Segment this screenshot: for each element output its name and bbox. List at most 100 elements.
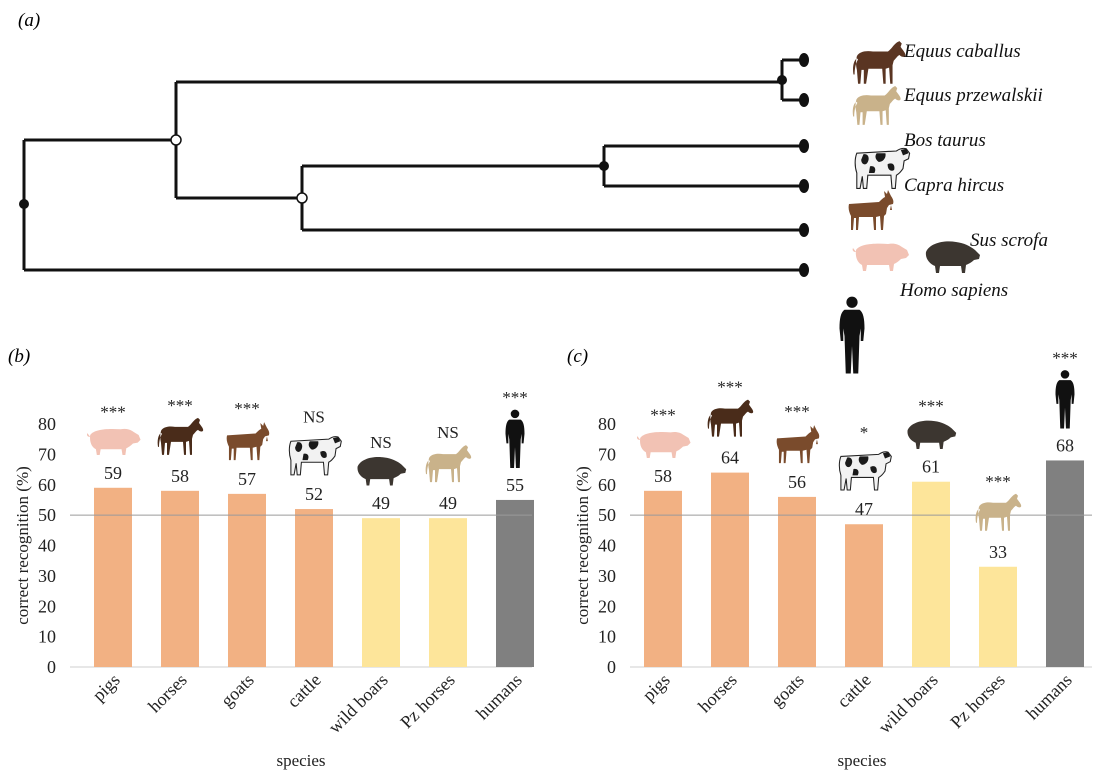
significance-label: *** bbox=[985, 472, 1011, 491]
y-tick-label: 10 bbox=[38, 627, 56, 647]
category-label: wild boars bbox=[324, 670, 392, 738]
pig-icon bbox=[636, 431, 691, 458]
tree-tips bbox=[799, 53, 809, 277]
significance-label: *** bbox=[717, 378, 743, 397]
y-tick-label: 80 bbox=[38, 414, 56, 434]
significance-label: NS bbox=[303, 408, 325, 427]
y-tick-label: 20 bbox=[38, 596, 56, 616]
bar bbox=[912, 481, 950, 667]
tree-tip bbox=[799, 53, 809, 67]
human-icon bbox=[1055, 370, 1075, 429]
data-label: 58 bbox=[171, 466, 189, 486]
data-label: 58 bbox=[654, 466, 672, 486]
significance-label: *** bbox=[167, 396, 193, 415]
y-tick-label: 20 bbox=[598, 596, 616, 616]
horse-icon bbox=[707, 399, 754, 437]
bar bbox=[979, 566, 1017, 667]
significance-label: *** bbox=[650, 406, 676, 425]
category-label: pigs bbox=[638, 670, 673, 705]
goat-icon bbox=[226, 422, 270, 461]
bar bbox=[429, 518, 467, 667]
przewalski-horse-icon bbox=[975, 493, 1022, 531]
bar bbox=[228, 493, 266, 667]
y-tick-label: 10 bbox=[598, 627, 616, 647]
taxon-label: Capra hircus bbox=[904, 175, 1004, 196]
horse-icon bbox=[157, 417, 204, 455]
tree-node-equus bbox=[777, 75, 787, 85]
tree-node-open bbox=[296, 192, 308, 204]
data-label: 47 bbox=[855, 499, 873, 519]
data-label: 59 bbox=[104, 463, 122, 483]
cow-icon bbox=[838, 451, 892, 491]
y-tick-label: 50 bbox=[598, 505, 616, 525]
tree-branch-root bbox=[22, 138, 800, 272]
y-tick-label: 60 bbox=[38, 475, 56, 495]
przewalski-horse-icon bbox=[425, 445, 472, 483]
x-axis-label: species bbox=[276, 751, 325, 770]
y-axis-label: correct recognition (%) bbox=[13, 466, 32, 625]
data-label: 64 bbox=[721, 448, 739, 468]
horse-icon bbox=[853, 41, 906, 84]
bar bbox=[1046, 460, 1084, 667]
data-label: 49 bbox=[372, 493, 390, 513]
taxon-label: Homo sapiens bbox=[899, 280, 1008, 301]
significance-label: * bbox=[860, 423, 869, 442]
cow-icon bbox=[288, 436, 342, 476]
category-label: goats bbox=[767, 670, 808, 711]
y-tick-label: 40 bbox=[38, 536, 56, 556]
panel-a-label: (a) bbox=[18, 10, 40, 31]
goat-icon bbox=[848, 190, 894, 230]
category-label: humans bbox=[472, 670, 526, 724]
bar-chart-b: 0 10 20 30 40 50 60 70 80 correct recognition (%)… bbox=[13, 388, 534, 770]
category-label: cattle bbox=[283, 670, 325, 712]
panel-b-label: (b) bbox=[8, 346, 30, 367]
data-label: 33 bbox=[989, 542, 1007, 562]
bar bbox=[845, 524, 883, 667]
y-tick-label: 70 bbox=[598, 444, 616, 464]
y-tick-label: 40 bbox=[598, 536, 616, 556]
y-tick-label: 70 bbox=[38, 444, 56, 464]
tree-node-root bbox=[19, 199, 29, 209]
data-label: 55 bbox=[506, 475, 524, 495]
data-label: 57 bbox=[238, 469, 256, 489]
data-label: 56 bbox=[788, 472, 806, 492]
goat-icon bbox=[776, 425, 820, 464]
y-tick-label: 80 bbox=[598, 414, 616, 434]
taxon-label: Equus caballus bbox=[903, 41, 1021, 62]
tree-nodes bbox=[19, 75, 787, 209]
taxon-label: Sus scrofa bbox=[970, 230, 1048, 251]
bar bbox=[94, 487, 132, 667]
tree-tip bbox=[799, 263, 809, 277]
category-label: cattle bbox=[833, 670, 875, 712]
data-label: 61 bbox=[922, 457, 940, 477]
y-tick-label: 60 bbox=[598, 475, 616, 495]
significance-label: *** bbox=[918, 397, 944, 416]
significance-label: *** bbox=[100, 403, 126, 422]
pig-icon bbox=[86, 428, 141, 455]
cow-icon bbox=[854, 147, 911, 189]
x-axis-label: species bbox=[837, 751, 886, 770]
y-tick-label: 50 bbox=[38, 505, 56, 525]
tree-tip bbox=[799, 179, 809, 193]
bar bbox=[362, 518, 400, 667]
bar bbox=[711, 472, 749, 667]
significance-label: *** bbox=[1052, 349, 1078, 368]
category-label: horses bbox=[694, 670, 741, 717]
boar-icon bbox=[357, 457, 407, 486]
data-label: 49 bbox=[439, 493, 457, 513]
boar-icon bbox=[907, 420, 957, 450]
data-label: 68 bbox=[1056, 435, 1074, 455]
y-tick-label: 0 bbox=[607, 657, 616, 677]
y-axis-label: correct recognition (%) bbox=[573, 466, 592, 625]
bar bbox=[161, 490, 199, 667]
category-label: Pz horses bbox=[946, 670, 1009, 733]
bar bbox=[778, 496, 816, 667]
significance-label: NS bbox=[437, 423, 459, 442]
taxon-label: Bos taurus bbox=[904, 130, 986, 151]
y-tick-label: 30 bbox=[598, 566, 616, 586]
bar bbox=[644, 490, 682, 667]
significance-label: *** bbox=[234, 399, 260, 418]
tree-tip bbox=[799, 139, 809, 153]
tree-taxon-labels: Equus caballus Equus przewalskii Bos tau… bbox=[899, 41, 1048, 301]
significance-label: *** bbox=[784, 402, 810, 421]
